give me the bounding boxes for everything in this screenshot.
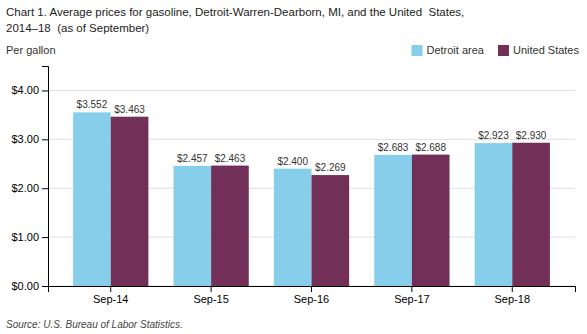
series bbox=[111, 117, 550, 286]
x-axis-line bbox=[49, 287, 576, 293]
y-tick-mark bbox=[42, 286, 48, 287]
legend-item: Detroit area bbox=[411, 44, 484, 56]
data-label: $2.457 bbox=[177, 153, 208, 164]
bar bbox=[412, 155, 450, 286]
x-tick: Sep-16 bbox=[294, 286, 329, 305]
y-tick-label: $3.00 bbox=[11, 133, 39, 145]
bar bbox=[374, 155, 412, 286]
x-tick-label: Sep-18 bbox=[495, 293, 530, 305]
series bbox=[73, 112, 512, 286]
bar bbox=[211, 166, 249, 286]
bar bbox=[73, 112, 111, 286]
x-tick-mark bbox=[512, 286, 513, 292]
y-tick-label: $1.00 bbox=[11, 231, 39, 243]
title: Chart 1. Average prices for gasoline, De… bbox=[6, 6, 464, 18]
x-tick-label: Sep-15 bbox=[193, 293, 228, 305]
y-axis-line bbox=[42, 67, 49, 287]
data-label: $2.683 bbox=[378, 142, 409, 153]
bar bbox=[312, 175, 350, 286]
x-tick: Sep-18 bbox=[495, 286, 530, 305]
data-label: $2.269 bbox=[315, 162, 346, 173]
grid bbox=[48, 90, 575, 286]
x-axis: Sep-14 Sep-15 Sep-16 Sep-17 Sep-18 bbox=[49, 286, 576, 305]
y-tick: $2.00 bbox=[11, 182, 48, 194]
y-axis-label: Per gallon bbox=[6, 44, 56, 56]
legend-swatch bbox=[498, 45, 509, 56]
x-tick: Sep-14 bbox=[93, 286, 128, 305]
y-tick: $0.00 bbox=[11, 280, 48, 292]
data-label: $3.552 bbox=[77, 99, 108, 110]
x-tick-mark bbox=[311, 286, 312, 292]
y-tick-label: $0.00 bbox=[11, 280, 39, 292]
x-tick: Sep-15 bbox=[193, 286, 228, 305]
x-tick: Sep-17 bbox=[394, 286, 429, 305]
bar bbox=[475, 143, 513, 286]
data-label: $3.463 bbox=[114, 104, 145, 115]
data-label: $2.463 bbox=[215, 153, 246, 164]
plot-area: $3.552 $2.457 $2.400 $2.683 $2.923 $3.463 $2.4… bbox=[11, 67, 575, 305]
x-tick-mark bbox=[211, 286, 212, 292]
data-label: $2.400 bbox=[277, 156, 308, 167]
y-tick-mark bbox=[42, 188, 48, 189]
bars bbox=[73, 112, 550, 286]
x-tick-mark bbox=[411, 286, 412, 292]
y-tick-mark bbox=[42, 90, 48, 91]
y-tick-mark bbox=[42, 139, 48, 140]
bar bbox=[512, 143, 550, 286]
y-tick-mark bbox=[42, 237, 48, 238]
y-tick: $1.00 bbox=[11, 231, 48, 243]
y-tick: $3.00 bbox=[11, 133, 48, 145]
y-tick-label: $4.00 bbox=[11, 84, 39, 96]
data-label: $2.923 bbox=[478, 130, 509, 141]
x-tick-label: Sep-14 bbox=[93, 293, 128, 305]
legend-item: United States bbox=[498, 44, 580, 56]
bar bbox=[111, 117, 149, 286]
y-tick: $4.00 bbox=[11, 84, 48, 96]
x-tick-label: Sep-17 bbox=[394, 293, 429, 305]
y-tick-label: $2.00 bbox=[11, 182, 39, 194]
bar bbox=[274, 169, 312, 286]
legend: Detroit area United States bbox=[411, 44, 579, 56]
legend-label: Detroit area bbox=[426, 44, 484, 56]
x-tick-label: Sep-16 bbox=[294, 293, 329, 305]
data-labels: $3.552 $2.457 $2.400 $2.683 $2.923 $3.463 $2.4… bbox=[77, 99, 547, 173]
data-label: $2.688 bbox=[415, 142, 446, 153]
legend-label: United States bbox=[513, 44, 580, 56]
y-axis: $0.00 $1.00 $2.00 $3.00 $4.00 bbox=[11, 67, 48, 293]
grid-line bbox=[48, 90, 575, 91]
x-tick-mark bbox=[110, 286, 111, 292]
bar bbox=[173, 166, 211, 286]
chart: Chart 1. Average prices for gasoline, De… bbox=[0, 0, 587, 334]
legend-swatch bbox=[411, 45, 422, 56]
source-note: Source: U.S. Bureau of Labor Statistics. bbox=[6, 319, 183, 330]
subtitle: 2014–18 (as of September) bbox=[6, 22, 149, 34]
data-label: $2.930 bbox=[516, 130, 547, 141]
